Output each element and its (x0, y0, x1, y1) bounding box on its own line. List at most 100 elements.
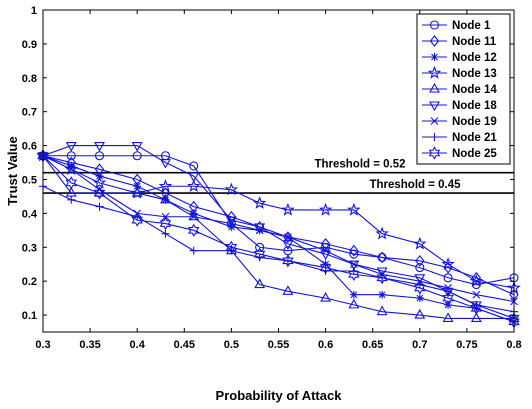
legend-item-node-21: Node 21 (422, 132, 497, 144)
data-point-node-25 (442, 291, 454, 305)
data-point-node-13 (224, 182, 239, 196)
data-point-node-1 (349, 249, 359, 259)
data-point-node-25 (282, 254, 294, 268)
y-tick-label: 0.5 (22, 174, 37, 186)
legend-item-node-18: Node 18 (422, 100, 497, 112)
legend-label: Node 12 (452, 52, 497, 64)
data-point-node-12 (67, 161, 76, 170)
data-point-node-21 (444, 287, 453, 296)
data-point-node-12 (378, 290, 387, 299)
data-point-node-19 (227, 219, 236, 228)
data-point-node-13 (469, 274, 484, 287)
y-tick-label: 0.8 (22, 73, 37, 85)
data-point-node-12 (189, 209, 198, 218)
legend-item-node-19: Node 19 (422, 116, 497, 128)
x-axis: 0.3 0.35 0.4 0.45 0.5 0.55 0.6 0.65 0.7 0.75 0.8 (35, 10, 522, 351)
data-point-node-25 (225, 240, 238, 254)
data-point-node-14 (348, 298, 360, 309)
x-tick-label: 0.4 (130, 339, 146, 351)
data-point-node-14 (131, 186, 143, 197)
y-tick-label: 0.6 (22, 141, 37, 153)
data-point-node-11 (320, 237, 331, 250)
legend-label: Node 14 (452, 84, 497, 96)
data-point-node-19 (255, 226, 264, 235)
data-point-node-1 (66, 151, 76, 161)
threshold-label: Threshold = 0.52 (314, 159, 405, 171)
threshold-label: Threshold = 0.45 (369, 179, 461, 191)
data-point-node-14 (442, 312, 454, 322)
legend-marker (429, 101, 440, 112)
data-point-node-25 (188, 223, 200, 237)
data-point-node-25 (159, 216, 172, 231)
x-tick-label: 0.3 (35, 339, 50, 351)
legend-item-node-13: Node 13 (422, 65, 497, 80)
series-node-25 (37, 149, 520, 329)
data-point-node-12 (321, 260, 330, 269)
data-point-node-14 (160, 193, 171, 204)
data-point-node-19 (472, 290, 481, 299)
data-point-node-1 (189, 161, 199, 171)
data-point-node-14 (414, 308, 426, 319)
data-point-node-11 (226, 210, 237, 223)
legend-item-node-25: Node 25 (422, 146, 497, 160)
data-point-node-19 (284, 233, 292, 241)
data-point-node-18 (188, 172, 200, 183)
data-point-node-13 (347, 202, 361, 216)
data-point-node-18 (94, 142, 105, 152)
series-node-14 (37, 149, 520, 322)
x-tick-label: 0.65 (362, 339, 383, 351)
data-point-node-11 (349, 244, 359, 257)
series-line-node-13 (42, 155, 515, 289)
data-point-node-25 (131, 213, 143, 227)
legend-item-node-14: Node 14 (422, 82, 497, 96)
y-tick-label: 0.1 (22, 310, 37, 322)
data-point-node-13 (158, 179, 173, 192)
y-axis-title: Trust Value (5, 136, 20, 205)
data-point-node-11 (471, 271, 482, 284)
data-point-node-25 (319, 261, 332, 275)
data-point-node-12 (349, 290, 358, 299)
data-point-node-1 (132, 151, 142, 161)
data-point-node-13 (318, 202, 333, 216)
data-point-node-18 (131, 142, 143, 152)
series-node-11 (38, 149, 519, 301)
legend-marker (430, 53, 439, 61)
legend-label: Node 19 (452, 116, 497, 128)
data-point-node-13 (130, 185, 144, 199)
y-tick-label: 0.9 (22, 39, 37, 51)
x-tick-label: 0.35 (79, 339, 100, 351)
legend-label: Node 1 (452, 20, 491, 32)
series-line-node-25 (42, 155, 515, 323)
y-tick-label: 0.4 (22, 208, 38, 220)
data-point-node-18 (160, 158, 171, 169)
data-point-node-14 (188, 210, 200, 221)
data-point-node-21 (161, 229, 170, 238)
data-point-node-19 (161, 212, 170, 221)
data-point-node-14 (320, 291, 332, 302)
x-axis-title: Probability of Attack (216, 388, 343, 403)
data-point-node-14 (282, 285, 294, 295)
data-point-node-13 (375, 226, 389, 240)
data-point-node-25 (376, 271, 388, 285)
legend-label: Node 18 (452, 100, 497, 112)
x-tick-label: 0.45 (174, 339, 195, 351)
x-tick-label: 0.55 (268, 339, 289, 351)
data-point-node-12 (227, 222, 236, 231)
data-point-node-19 (189, 212, 198, 221)
data-point-node-14 (376, 305, 388, 316)
data-point-node-14 (470, 312, 482, 322)
data-point-node-19 (321, 246, 330, 255)
legend-label: Node 21 (452, 132, 497, 144)
data-point-node-12 (415, 294, 424, 303)
legend-label: Node 25 (452, 148, 497, 160)
x-tick-label: 0.6 (318, 339, 333, 351)
y-tick-label: 1 (31, 5, 37, 17)
y-axis: 0.1 0.2 0.3 0.4 0.5 0.6 0.7 0.8 0.9 1 (22, 5, 514, 322)
data-point-node-25 (65, 176, 77, 190)
data-point-node-25 (470, 301, 483, 315)
legend-marker (429, 20, 440, 30)
y-tick-label: 0.2 (22, 276, 37, 288)
legend-marker (429, 82, 440, 93)
series-line-node-21 (42, 185, 515, 313)
